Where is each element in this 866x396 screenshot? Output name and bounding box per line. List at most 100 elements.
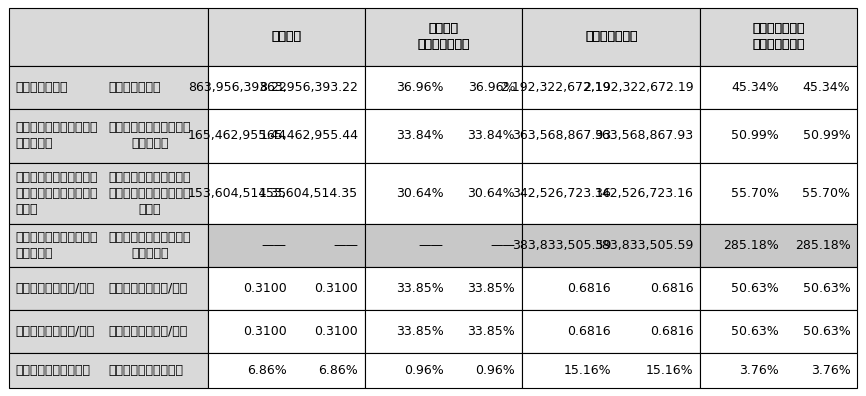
Bar [522,8,701,66]
Text: 基本每股收益（元/股）: 基本每股收益（元/股） [108,282,188,295]
Bar [365,8,522,66]
Bar [522,163,701,224]
Text: 2,192,322,672.19: 2,192,322,672.19 [583,81,694,93]
Text: 本报告期: 本报告期 [272,30,301,43]
Text: 归属于上市公司股东的扣
除非经常性损益的净利润
（元）: 归属于上市公司股东的扣 除非经常性损益的净利润 （元） [108,171,191,216]
Bar [9,310,208,353]
Bar [522,353,701,388]
Text: 50.63%: 50.63% [731,325,779,338]
Bar [365,353,522,388]
Text: 0.3100: 0.3100 [314,325,359,338]
Bar [365,224,522,267]
Text: 年初至报告期末
比上年同期增减: 年初至报告期末 比上年同期增减 [753,22,805,51]
Text: 55.70%: 55.70% [731,187,779,200]
Text: 153,604,514.35: 153,604,514.35 [259,187,359,200]
Text: 本报告期
比上年同期增减: 本报告期 比上年同期增减 [417,22,470,51]
Text: 归属于上市公司股东的净
利润（元）: 归属于上市公司股东的净 利润（元） [16,121,98,150]
Bar [701,163,857,224]
Text: 50.63%: 50.63% [731,282,779,295]
Text: 0.3100: 0.3100 [314,282,359,295]
Bar [9,66,208,109]
Bar [208,8,365,66]
Text: 383,833,505.59: 383,833,505.59 [594,239,694,252]
Text: 55.70%: 55.70% [803,187,850,200]
Text: 本报告期
比上年同期增减: 本报告期 比上年同期增减 [417,22,470,51]
Text: 36.96%: 36.96% [468,81,515,93]
Text: 15.16%: 15.16% [646,364,694,377]
Text: 30.64%: 30.64% [468,187,515,200]
Text: 33.84%: 33.84% [468,129,515,142]
Bar [701,310,857,353]
Text: 基本每股收益（元/股）: 基本每股收益（元/股） [16,282,95,295]
Text: ——: —— [333,239,359,252]
Bar [522,66,701,109]
Text: 153,604,514.35: 153,604,514.35 [187,187,287,200]
Text: 归属于上市公司股东的净
利润（元）: 归属于上市公司股东的净 利润（元） [108,121,191,150]
Text: 30.64%: 30.64% [396,187,443,200]
Text: 165,462,955.44: 165,462,955.44 [188,129,287,142]
Bar [208,310,365,353]
Bar [9,109,208,163]
Bar [208,267,365,310]
Bar [522,267,701,310]
Text: 0.96%: 0.96% [475,364,515,377]
Text: 45.34%: 45.34% [803,81,850,93]
Text: ——: —— [418,239,443,252]
Text: 归属于上市公司股东的扣
除非经常性损益的净利润
（元）: 归属于上市公司股东的扣 除非经常性损益的净利润 （元） [16,171,98,216]
Text: 33.85%: 33.85% [468,282,515,295]
Bar [701,267,857,310]
Text: 0.3100: 0.3100 [242,282,287,295]
Bar [365,109,522,163]
Bar [701,109,857,163]
Text: 年初至报告期末
比上年同期增减: 年初至报告期末 比上年同期增减 [753,22,805,51]
Text: 0.6816: 0.6816 [650,282,694,295]
Text: 383,833,505.59: 383,833,505.59 [512,239,611,252]
Bar [365,163,522,224]
Text: 6.86%: 6.86% [319,364,359,377]
Text: 165,462,955.44: 165,462,955.44 [259,129,359,142]
Text: 6.86%: 6.86% [247,364,287,377]
Text: ——: —— [490,239,515,252]
Text: 3.76%: 3.76% [739,364,779,377]
Bar [701,66,857,109]
Bar [9,224,208,267]
Bar [208,353,365,388]
Text: 15.16%: 15.16% [564,364,611,377]
Text: 营业收入（元）: 营业收入（元） [108,81,161,93]
Text: 加权平均净资产收益率: 加权平均净资产收益率 [108,364,184,377]
Bar [365,66,522,109]
Bar [522,224,701,267]
Text: 285.18%: 285.18% [795,239,850,252]
Text: 加权平均净资产收益率: 加权平均净资产收益率 [16,364,91,377]
Text: 50.99%: 50.99% [731,129,779,142]
Bar [9,163,208,224]
Bar [701,353,857,388]
Text: 经营活动产生的现金流量
净额（元）: 经营活动产生的现金流量 净额（元） [16,231,98,260]
Text: 0.6816: 0.6816 [567,282,611,295]
Text: 50.63%: 50.63% [803,282,850,295]
Text: 50.63%: 50.63% [803,325,850,338]
Text: 33.85%: 33.85% [396,325,443,338]
Text: 36.96%: 36.96% [396,81,443,93]
Text: 863,956,393.22: 863,956,393.22 [259,81,359,93]
Bar [208,224,365,267]
Text: 863,956,393.22: 863,956,393.22 [188,81,287,93]
Text: 稀释每股收益（元/股）: 稀释每股收益（元/股） [16,325,95,338]
Text: 0.96%: 0.96% [404,364,443,377]
Text: 年初至报告期末: 年初至报告期末 [585,30,637,43]
Text: 经营活动产生的现金流量
净额（元）: 经营活动产生的现金流量 净额（元） [108,231,191,260]
Text: 2,192,322,672.19: 2,192,322,672.19 [501,81,611,93]
Text: 33.85%: 33.85% [468,325,515,338]
Bar [9,353,208,388]
Bar [522,310,701,353]
Text: 0.6816: 0.6816 [567,325,611,338]
Bar [208,66,365,109]
Text: 33.84%: 33.84% [396,129,443,142]
Text: 营业收入（元）: 营业收入（元） [16,81,68,93]
Bar [701,224,857,267]
Text: 342,526,723.16: 342,526,723.16 [513,187,611,200]
Bar [522,109,701,163]
Bar [208,109,365,163]
Text: 年初至报告期末: 年初至报告期末 [585,30,637,43]
Text: ——: —— [262,239,287,252]
